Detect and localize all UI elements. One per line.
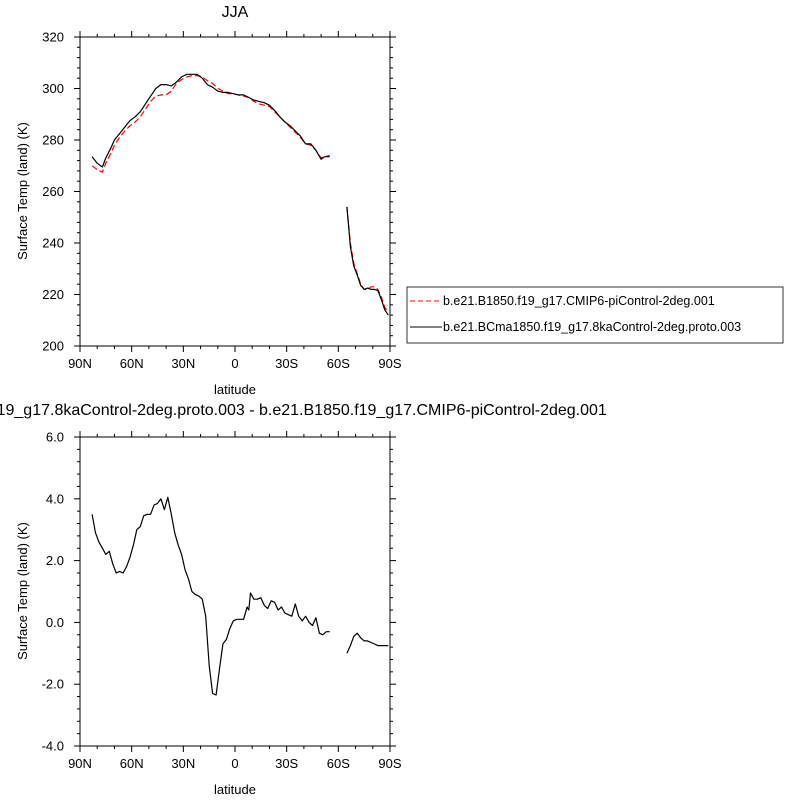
top-x-axis-label: latitude bbox=[214, 382, 256, 397]
y-tick-label: 320 bbox=[42, 30, 64, 45]
x-tick-label: 0 bbox=[231, 756, 238, 771]
x-tick-label: 30N bbox=[171, 356, 195, 371]
x-tick-label: 0 bbox=[231, 356, 238, 371]
x-tick-label: 30S bbox=[275, 756, 298, 771]
y-tick-label: 200 bbox=[42, 339, 64, 354]
panel-top: JJA 90N 60N 30N 0 30S 60S 90S 200 220 240 260 280 30… bbox=[15, 4, 402, 397]
y-tick-label: 0.0 bbox=[46, 615, 64, 630]
series-line-2-segment-1 bbox=[91, 73, 330, 168]
x-tick-label: 60N bbox=[120, 356, 144, 371]
legend: b.e21.B1850.f19_g17.CMIP6-piControl-2deg… bbox=[406, 286, 784, 344]
bottom-x-axis-label: latitude bbox=[214, 782, 256, 797]
y-tick-label: -4.0 bbox=[42, 739, 64, 754]
y-tick-label: 280 bbox=[42, 133, 64, 148]
x-tick-label: 60S bbox=[327, 356, 350, 371]
series-line-1-segment-1 bbox=[91, 496, 330, 696]
y-tick-label: 6.0 bbox=[46, 430, 64, 445]
legend-entry-8kaControl: b.e21.BCma1850.f19_g17.8kaControl-2deg.p… bbox=[443, 320, 741, 334]
y-tick-label: 220 bbox=[42, 287, 64, 302]
x-tick-label: 30N bbox=[171, 756, 195, 771]
top-y-axis-label: Surface Temp (land) (K) bbox=[15, 122, 30, 260]
x-tick-label: 60S bbox=[327, 756, 350, 771]
bottom-plot-frame bbox=[79, 436, 391, 747]
series-line-1-segment-1 bbox=[91, 75, 330, 173]
top-chart-title: JJA bbox=[222, 4, 249, 21]
x-tick-label: 90N bbox=[68, 356, 92, 371]
panel-bottom: b.e21.BCma1850.f19_g17.8kaControl-2deg.p… bbox=[0, 402, 607, 797]
y-tick-label: 240 bbox=[42, 236, 64, 251]
y-tick-label: 300 bbox=[42, 81, 64, 96]
bottom-chart-title: b.e21.BCma1850.f19_g17.8kaControl-2deg.p… bbox=[0, 402, 607, 419]
x-tick-label: 90S bbox=[378, 356, 401, 371]
x-tick-label: 30S bbox=[275, 356, 298, 371]
legend-box bbox=[406, 286, 784, 344]
series-line-2-segment-2 bbox=[346, 206, 389, 316]
series-line-1-segment-2 bbox=[346, 632, 389, 654]
x-tick-label: 90S bbox=[378, 756, 401, 771]
y-tick-label: 2.0 bbox=[46, 553, 64, 568]
y-tick-label: 4.0 bbox=[46, 491, 64, 506]
top-plot-frame bbox=[79, 36, 391, 347]
x-tick-label: 90N bbox=[68, 756, 92, 771]
y-tick-label: 260 bbox=[42, 184, 64, 199]
x-tick-label: 60N bbox=[120, 756, 144, 771]
y-tick-label: -2.0 bbox=[42, 677, 64, 692]
bottom-y-axis-label: Surface Temp (land) (K) bbox=[15, 522, 30, 660]
legend-entry-piControl: b.e21.B1850.f19_g17.CMIP6-piControl-2deg… bbox=[443, 294, 715, 308]
